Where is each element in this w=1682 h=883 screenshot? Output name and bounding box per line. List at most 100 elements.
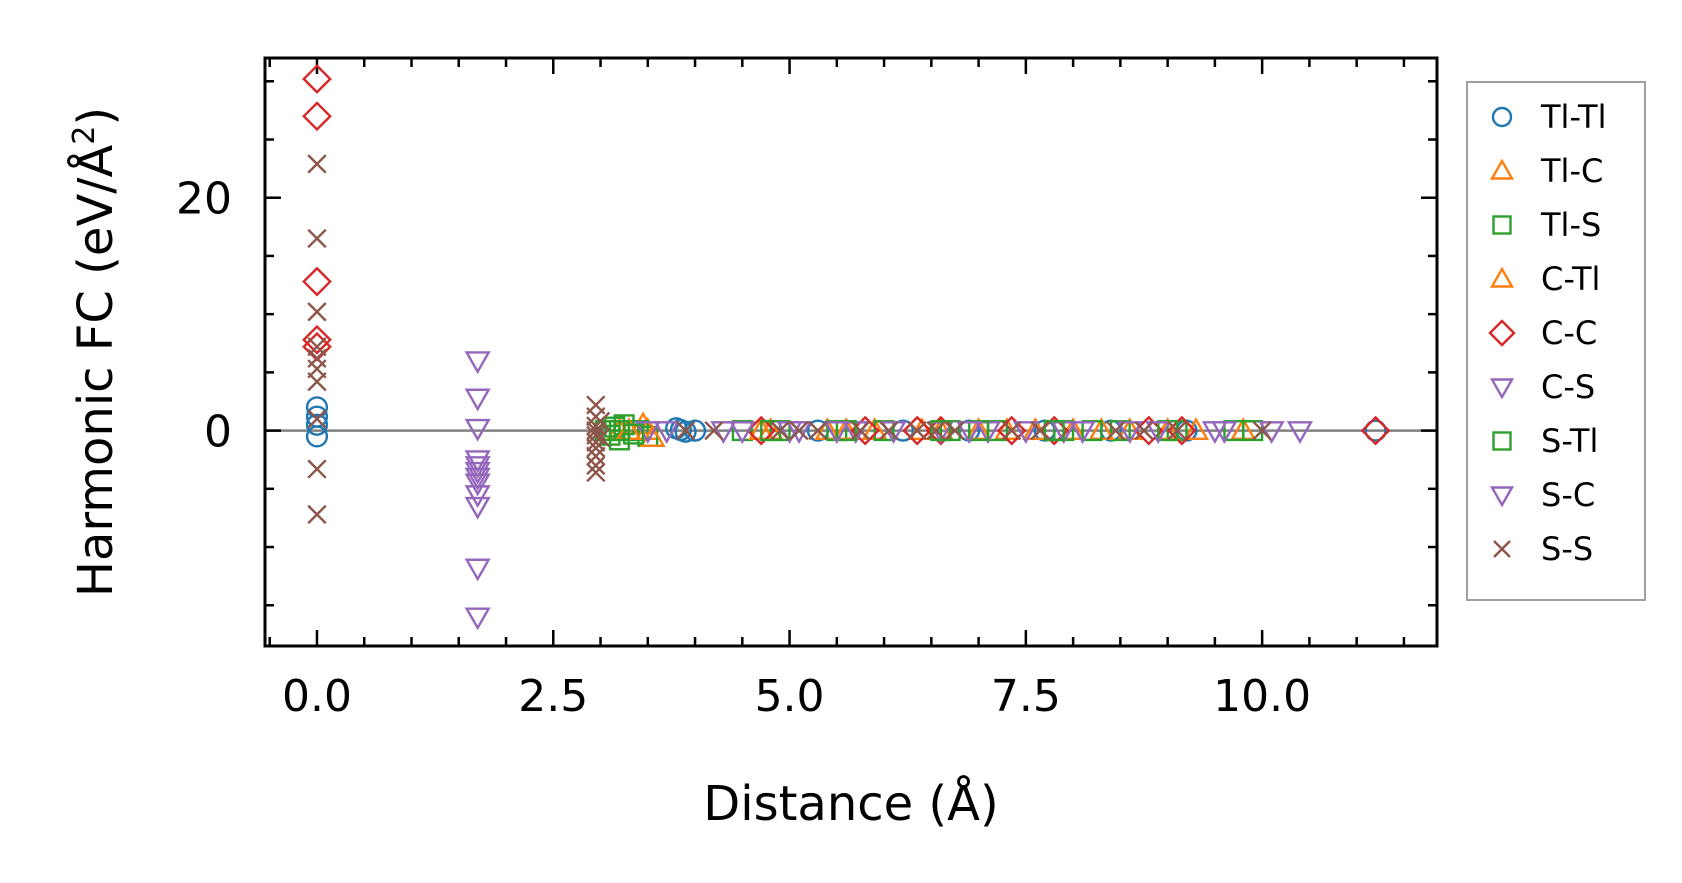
point-c-s xyxy=(464,450,491,474)
point-c-s xyxy=(1286,421,1314,445)
point-s-s xyxy=(879,420,899,441)
point-tl-tl xyxy=(305,413,329,436)
point-c-s xyxy=(1116,421,1143,445)
x-tick-label: 5.0 xyxy=(755,671,825,722)
y-axis-label: Harmonic FC (eV/Å2) xyxy=(67,107,124,597)
point-c-s xyxy=(464,418,491,442)
point-s-s xyxy=(586,462,606,483)
data-points xyxy=(302,64,1391,631)
point-c-s xyxy=(464,456,491,479)
point-s-s xyxy=(1134,420,1154,441)
legend-label-s-s: S-S xyxy=(1541,530,1593,568)
legend-marker-tl-c xyxy=(1489,158,1515,180)
legend-label-tl-tl: Tl-Tl xyxy=(1540,98,1606,136)
point-s-c xyxy=(1012,421,1039,445)
point-s-s xyxy=(789,420,809,441)
point-s-tl xyxy=(930,420,952,442)
x-tick-label: 2.5 xyxy=(518,671,588,722)
point-c-s xyxy=(464,351,491,375)
point-s-c xyxy=(823,421,850,445)
x-tick-label: 7.5 xyxy=(991,671,1061,722)
point-s-c xyxy=(653,421,680,445)
point-c-s xyxy=(464,485,491,509)
point-s-tl xyxy=(1043,420,1065,442)
point-s-s xyxy=(307,504,327,525)
point-s-s xyxy=(307,459,327,479)
x-axis-label: Distance (Å) xyxy=(703,775,998,832)
legend: Tl-Tl Tl-C Tl-S C-Tl C-C C-S S-Tl S-C S-S xyxy=(1466,81,1646,601)
point-s-c xyxy=(1258,421,1285,445)
point-c-c xyxy=(902,415,933,446)
point-s-s xyxy=(590,427,611,448)
point-c-c xyxy=(302,266,332,297)
x-tick-label: 0.0 xyxy=(282,671,352,722)
point-s-s xyxy=(307,228,327,249)
legend-marker-c-tl xyxy=(1489,266,1515,288)
point-s-c xyxy=(1069,421,1096,445)
point-s-s xyxy=(586,455,606,476)
point-c-s xyxy=(464,388,491,412)
x-tick-label: 10.0 xyxy=(1213,671,1311,722)
point-c-s xyxy=(464,473,491,497)
legend-marker-c-s xyxy=(1489,378,1515,400)
point-s-s xyxy=(586,438,606,458)
point-s-s xyxy=(307,302,327,322)
point-s-s xyxy=(590,411,611,431)
point-s-s xyxy=(850,420,871,441)
point-c-s xyxy=(464,607,491,631)
point-s-s xyxy=(1167,420,1187,441)
legend-marker-s-tl xyxy=(1492,431,1512,451)
point-s-c xyxy=(1145,421,1172,445)
legend-label-c-tl: C-Tl xyxy=(1541,260,1600,298)
point-s-s xyxy=(1106,420,1126,441)
legend-marker-tl-tl xyxy=(1491,106,1513,128)
point-c-c xyxy=(302,101,332,132)
point-s-s xyxy=(1252,420,1272,441)
point-tl-c xyxy=(1182,417,1210,441)
legend-item-c-s: C-S xyxy=(1489,368,1595,406)
point-s-s xyxy=(907,420,927,441)
legend-item-tl-tl: Tl-Tl xyxy=(1491,98,1606,136)
point-s-s xyxy=(307,372,327,392)
legend-label-tl-s: Tl-S xyxy=(1540,206,1601,244)
legend-marker-tl-s xyxy=(1492,215,1512,235)
point-s-s xyxy=(586,446,606,466)
point-c-s xyxy=(464,496,491,520)
series-s-s xyxy=(307,154,1272,525)
y-tick-label: 0 xyxy=(204,407,232,458)
legend-item-tl-s: Tl-S xyxy=(1492,206,1601,244)
legend-item-s-c: S-C xyxy=(1489,476,1595,514)
point-c-s xyxy=(464,461,491,485)
point-tl-tl xyxy=(305,396,329,419)
point-tl-tl xyxy=(1364,419,1387,442)
legend-label-tl-c: Tl-C xyxy=(1540,152,1603,190)
point-s-c xyxy=(956,421,983,445)
point-c-s xyxy=(464,467,491,491)
legend-item-tl-c: Tl-C xyxy=(1489,152,1603,190)
point-tl-tl xyxy=(674,420,697,443)
plot-frame xyxy=(263,56,1439,648)
point-c-c xyxy=(996,415,1027,446)
legend-label-c-c: C-C xyxy=(1541,314,1597,352)
point-tl-tl xyxy=(305,425,329,448)
plot-area-background xyxy=(265,58,1437,646)
point-s-s xyxy=(307,409,327,429)
legend-item-s-tl: S-Tl xyxy=(1492,422,1598,460)
point-c-s xyxy=(729,421,756,445)
legend-marker-s-s xyxy=(1493,540,1511,558)
legend-item-c-tl: C-Tl xyxy=(1489,260,1600,298)
point-s-tl xyxy=(608,420,630,442)
tick-labels: 0.0 2.5 5.0 7.5 10.0 0 20 xyxy=(176,174,1311,722)
point-s-s xyxy=(1002,420,1022,441)
point-s-c xyxy=(1201,421,1228,445)
point-c-c xyxy=(302,64,332,94)
point-c-s xyxy=(464,558,491,582)
point-s-s xyxy=(1030,420,1050,441)
legend-item-c-c: C-C xyxy=(1488,314,1597,352)
point-s-s xyxy=(808,420,828,441)
point-s-s xyxy=(945,420,965,441)
point-s-c xyxy=(710,421,737,445)
point-c-c xyxy=(302,324,332,355)
point-c-tl xyxy=(639,424,666,448)
